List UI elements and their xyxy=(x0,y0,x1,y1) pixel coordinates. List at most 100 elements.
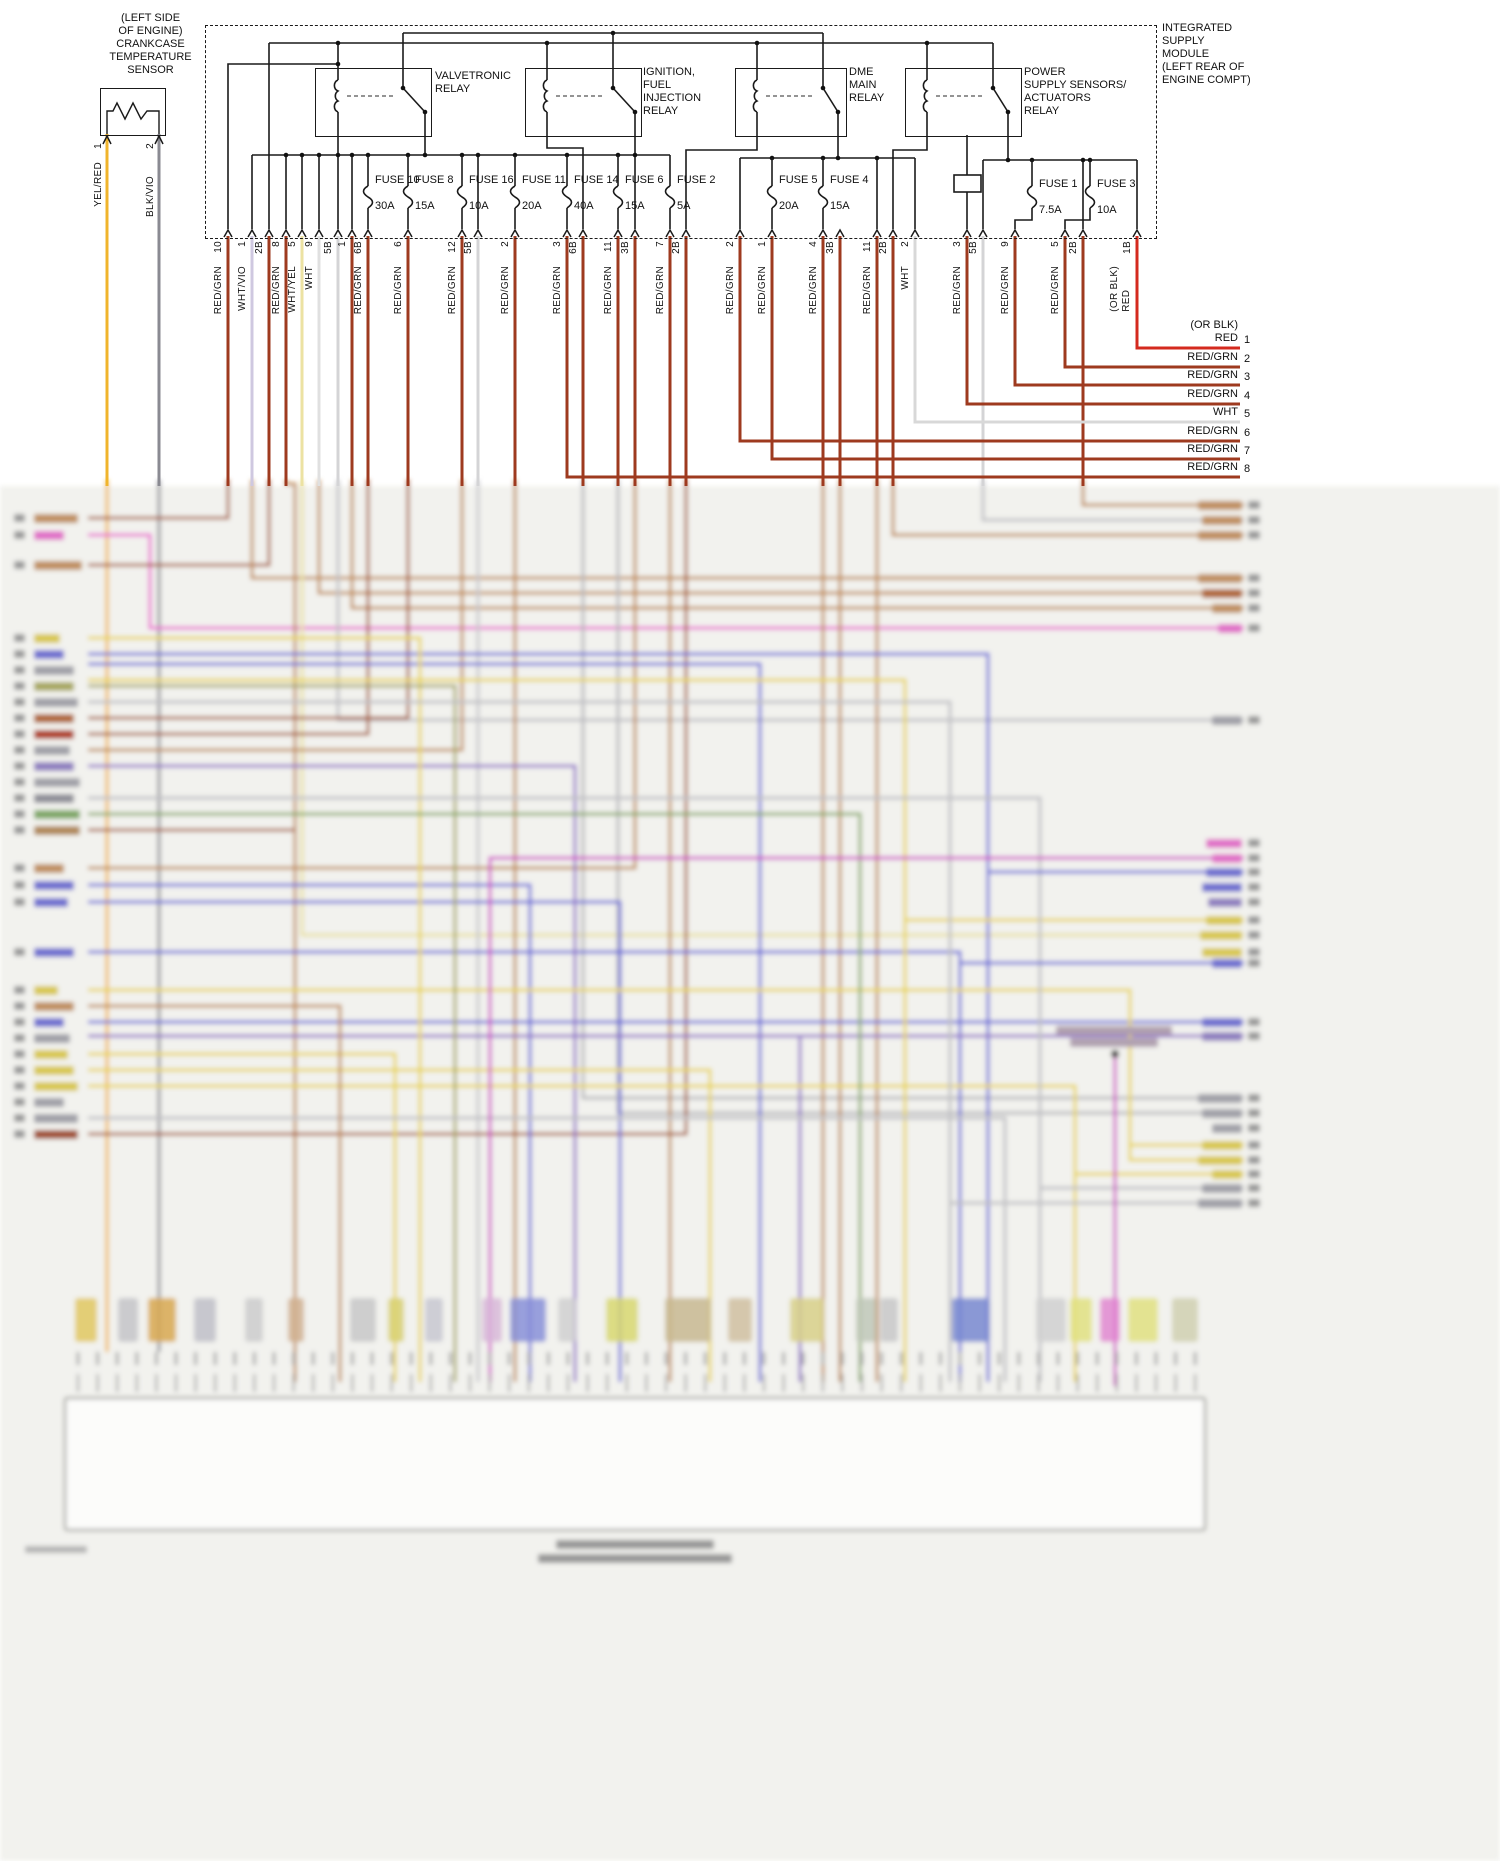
pin-arrow-icon xyxy=(835,228,845,238)
pin-arrow-icon xyxy=(1078,228,1088,238)
internal-wire xyxy=(685,112,758,229)
fuse-name: FUSE 16 xyxy=(469,174,514,186)
sensor-box xyxy=(100,88,166,136)
sensor-title: (LEFT SIDE OF ENGINE) CRANKCASE TEMPERAT… xyxy=(109,12,192,76)
fuse-name: FUSE 8 xyxy=(415,174,454,186)
pin-wire-color: RED/GRN xyxy=(271,266,282,315)
pin-arrow-icon xyxy=(910,228,920,238)
resistor-icon xyxy=(106,101,160,134)
label-stub xyxy=(34,864,64,873)
pin-number-stub xyxy=(76,1352,80,1365)
blur-background xyxy=(0,486,1500,1861)
supply-module-box xyxy=(205,25,1157,239)
pin-number-stub xyxy=(566,1352,570,1365)
label-stub xyxy=(34,1018,64,1027)
pin-number: 7 xyxy=(655,241,666,247)
connector-label-stub xyxy=(1172,1298,1198,1342)
connector-label-stub xyxy=(558,1298,576,1342)
coil-icon xyxy=(333,79,340,113)
relay-box-valvetronic xyxy=(315,68,432,137)
pin-number: 2 xyxy=(500,241,511,247)
exit-wire xyxy=(965,236,1240,406)
junction-dot xyxy=(874,155,880,161)
pin-arrow-icon xyxy=(333,228,343,238)
pin-wire-color: RED/GRN xyxy=(213,266,224,315)
pin-number-stub xyxy=(762,1352,766,1365)
pin-number: 6B xyxy=(353,241,364,254)
connector-label-stub xyxy=(1100,1298,1120,1342)
junction-dot xyxy=(990,85,996,91)
blur-wire xyxy=(88,480,410,720)
exit-wire-color: RED/GRN xyxy=(1187,461,1238,473)
label-stub xyxy=(34,948,74,957)
pin-number: 2 xyxy=(725,241,736,247)
blur-wire xyxy=(88,1084,1077,1382)
blur-wire xyxy=(891,480,1244,537)
pin-number-stub xyxy=(1193,1352,1197,1365)
blur-wire xyxy=(88,636,422,1382)
label-stub xyxy=(1070,1038,1158,1047)
label-stub xyxy=(1202,1109,1242,1118)
row-number-stub xyxy=(1248,574,1260,582)
fuse-symbol xyxy=(456,185,468,209)
pin-number-stub xyxy=(1174,1352,1178,1365)
pin-arrow-icon xyxy=(735,228,745,238)
row-number-stub xyxy=(1248,1184,1260,1192)
label-stub xyxy=(1198,1156,1242,1165)
exit-circuit-number: 3 xyxy=(1244,371,1251,383)
exit-wire-color: WHT xyxy=(1212,406,1238,418)
pin-number: 1B xyxy=(1122,241,1133,254)
pin-arrow-icon xyxy=(562,228,572,238)
connector-label-stub xyxy=(880,1298,898,1342)
row-number-stub xyxy=(1248,916,1260,924)
pin-arrow-icon xyxy=(978,228,988,238)
label-stub xyxy=(1202,1141,1242,1150)
pin-number-stub xyxy=(527,1352,531,1365)
pin-wire-color: RED/GRN xyxy=(447,266,458,315)
connector-label-stub xyxy=(952,1298,990,1342)
fuse-lead xyxy=(1014,208,1033,229)
exit-circuit-number: 8 xyxy=(1244,463,1251,475)
blur-wire xyxy=(981,480,1244,522)
label-stub xyxy=(34,561,82,570)
label-stub xyxy=(34,986,58,995)
pin-number: 12 xyxy=(447,241,458,253)
row-number-stub xyxy=(14,1050,25,1058)
row-number-stub xyxy=(14,948,25,956)
junction-dot xyxy=(1005,109,1011,115)
fuse-symbol xyxy=(1084,185,1096,209)
blur-wire xyxy=(88,764,577,1382)
label-stub xyxy=(34,714,74,723)
row-number-stub xyxy=(14,514,25,522)
label-stub xyxy=(1206,839,1242,848)
blur-wire xyxy=(250,480,1244,580)
exit-wire xyxy=(1013,236,1240,387)
pin-number: 3 xyxy=(952,241,963,247)
label-stub xyxy=(1202,1018,1242,1027)
label-stub xyxy=(1202,1032,1242,1041)
pin-number-stub xyxy=(546,1352,550,1365)
bottom-connector-box xyxy=(63,1396,1207,1532)
label-stub xyxy=(1202,883,1242,892)
exit-wire-color: (OR BLK) RED xyxy=(1190,319,1238,344)
pin-number-stub xyxy=(586,1352,590,1365)
row-number-stub xyxy=(14,810,25,818)
junction-dot xyxy=(610,30,616,36)
blur-wire xyxy=(317,480,1244,595)
row-number-stub xyxy=(1248,959,1260,967)
junction-dot xyxy=(835,155,841,161)
junction-dot xyxy=(1005,157,1011,163)
internal-wire xyxy=(227,63,338,229)
pin-number-stub xyxy=(272,1352,276,1365)
row-number-stub xyxy=(14,1066,25,1074)
row-number-stub xyxy=(14,746,25,754)
row-number-stub xyxy=(1248,931,1260,939)
sensor-wire-color: YEL/RED xyxy=(93,162,104,207)
row-number-stub xyxy=(1248,1094,1260,1102)
pin-number-stub xyxy=(292,1352,296,1365)
row-number-stub xyxy=(1248,1199,1260,1207)
row-number-stub xyxy=(14,1082,25,1090)
pin-arrow-icon xyxy=(872,228,882,238)
exit-circuit-number: 1 xyxy=(1244,334,1251,346)
pin-arrow-icon xyxy=(223,228,233,238)
